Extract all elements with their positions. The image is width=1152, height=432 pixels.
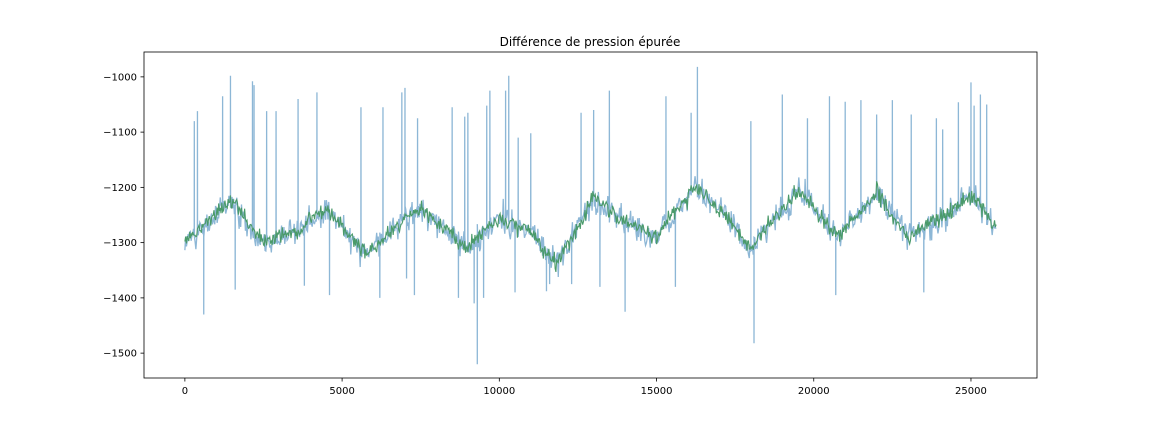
x-tick-label: 15000 [641, 386, 673, 397]
series-filtered-line [184, 181, 997, 273]
y-tick-label: −1100 [103, 128, 137, 139]
y-tick-label: −1300 [103, 238, 137, 249]
x-tick-label: 20000 [798, 386, 830, 397]
x-tick-label: 0 [182, 386, 188, 397]
x-tick-label: 5000 [329, 386, 354, 397]
series-layer [184, 66, 997, 365]
y-tick-label: −1000 [103, 72, 137, 83]
plot-frame [143, 51, 1038, 379]
series-raw-line [184, 66, 997, 365]
x-tick-label: 10000 [483, 386, 515, 397]
y-tick-label: −1200 [103, 183, 137, 194]
y-tick-label: −1400 [103, 293, 137, 304]
chart-title: Différence de pression épurée [500, 35, 681, 49]
x-tick-label: 25000 [955, 386, 987, 397]
y-tick-label: −1500 [103, 349, 137, 360]
axes: 0 5000 10000 15000 20000 25000 −1000 −1100 −1200… [103, 72, 987, 397]
